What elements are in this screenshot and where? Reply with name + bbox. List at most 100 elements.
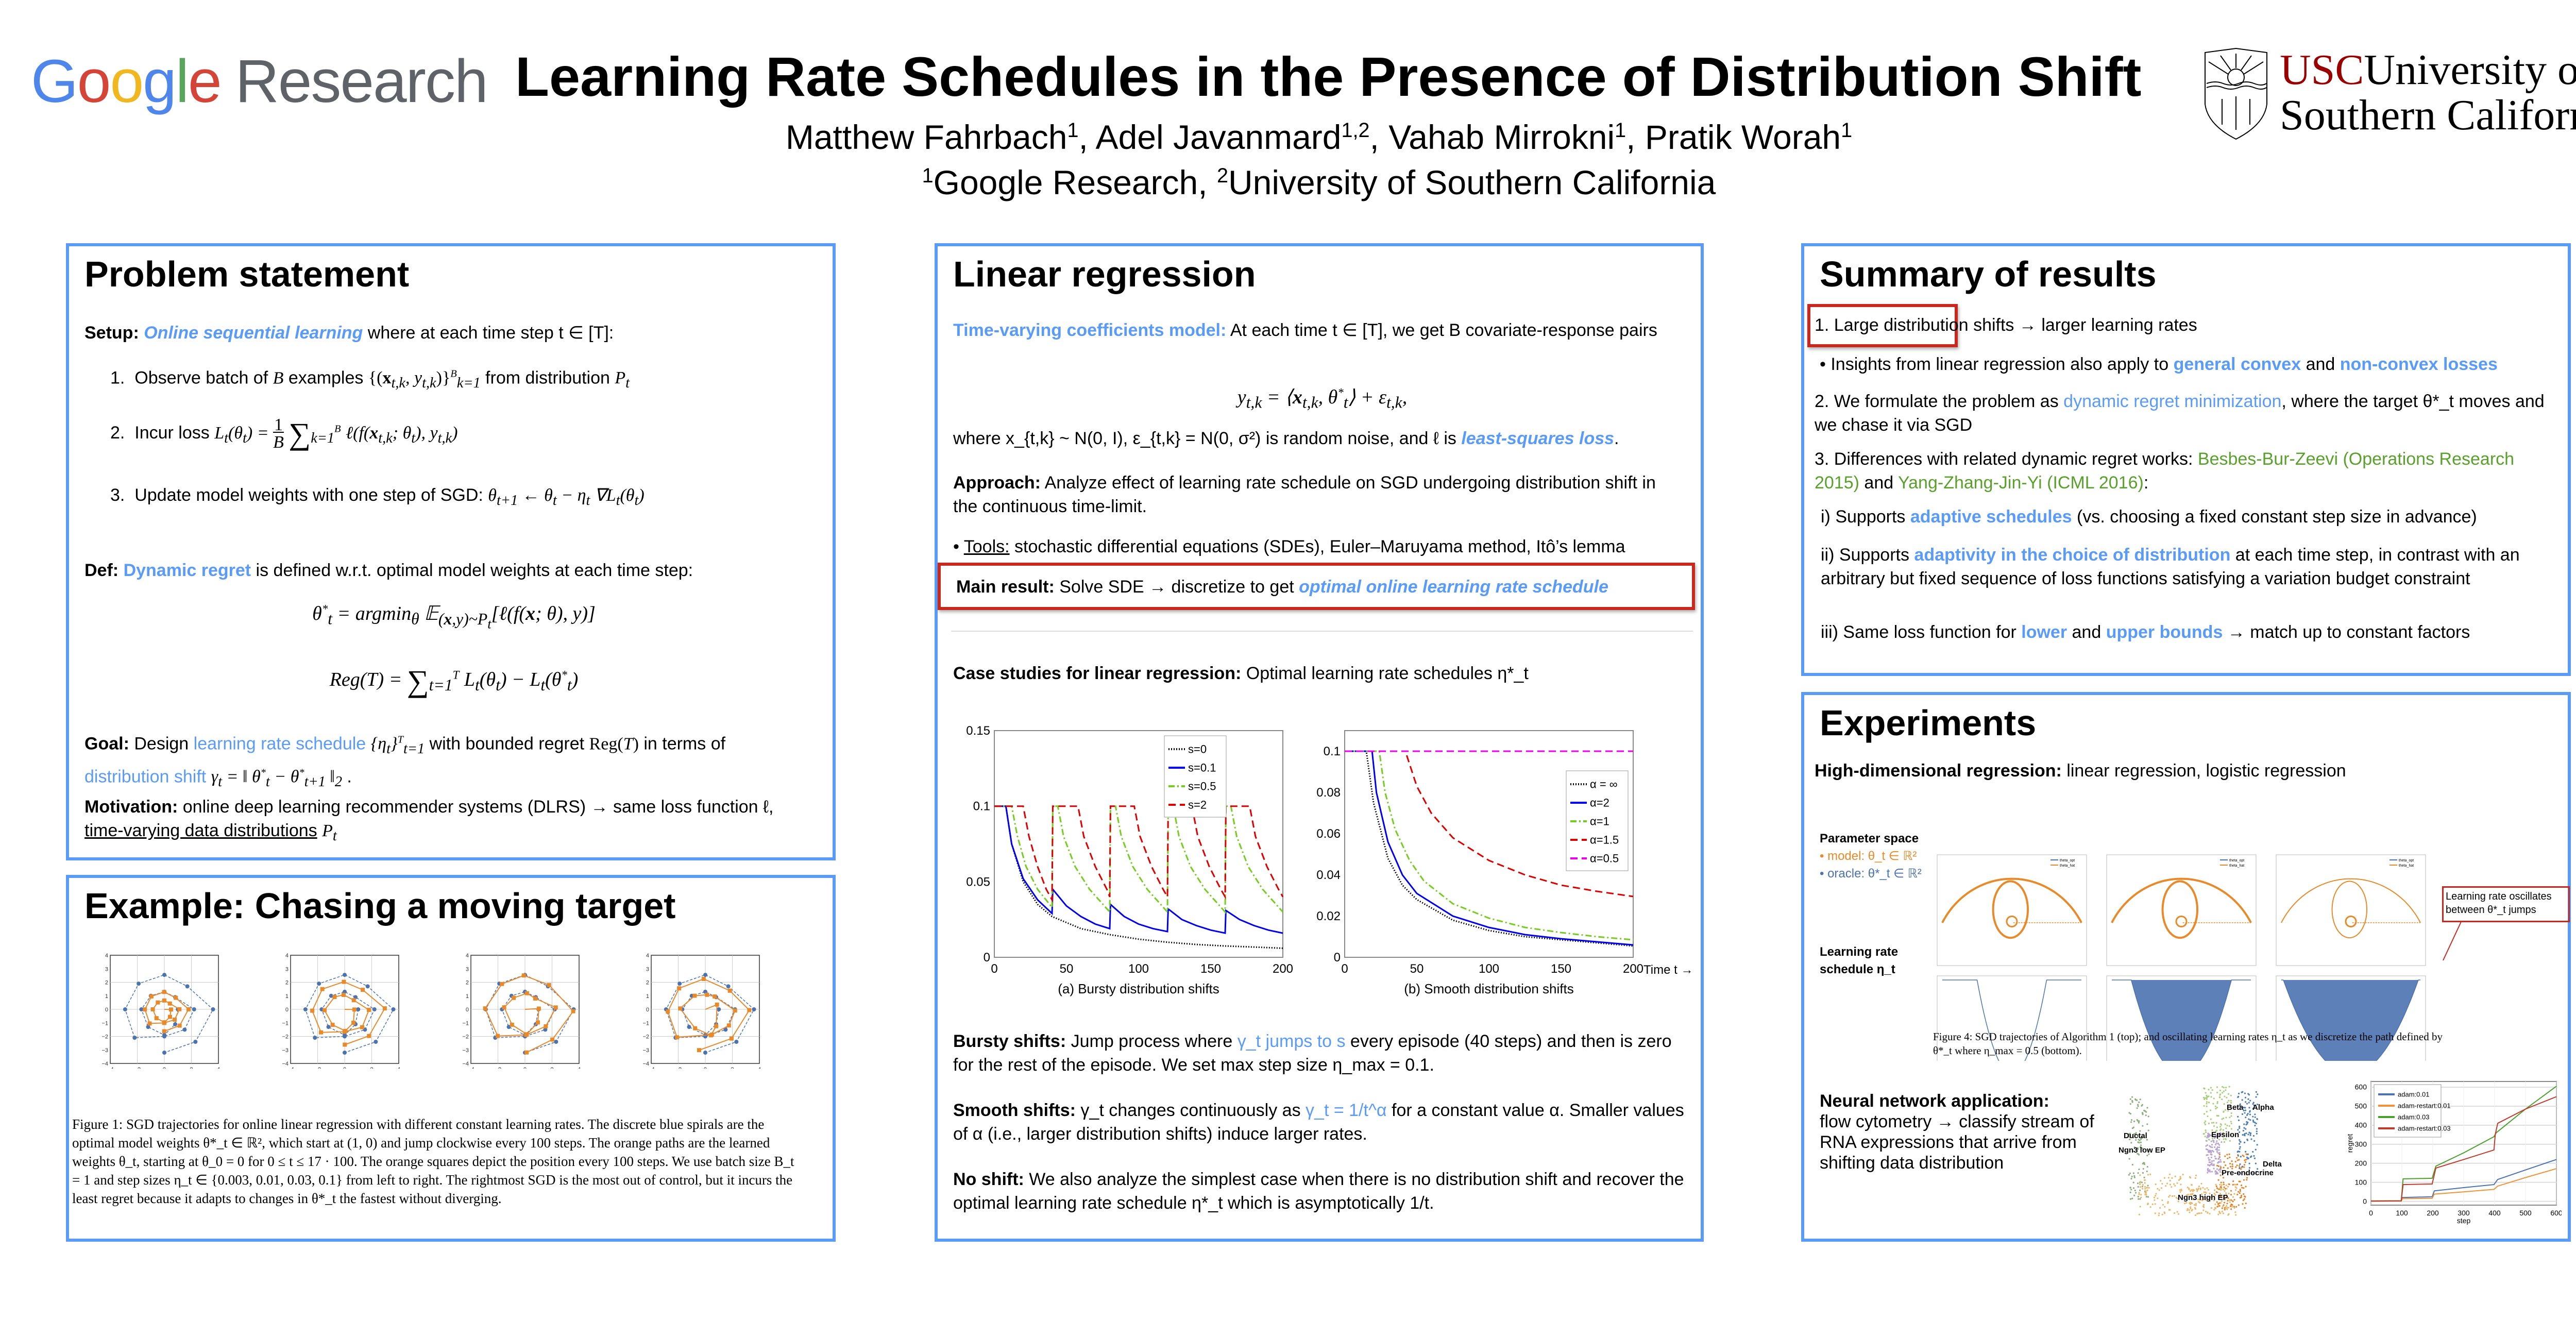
- learned-checkpoint: [727, 988, 732, 993]
- x-tick-label: 4: [397, 1066, 401, 1069]
- cell-point: [2222, 1177, 2225, 1179]
- cell-point: [2221, 1098, 2223, 1101]
- x-tick-label: 500: [2519, 1209, 2532, 1217]
- cell-point: [2139, 1098, 2141, 1101]
- x-tick-label: 150: [1551, 962, 1571, 976]
- cell-point: [2200, 1212, 2202, 1214]
- cell-point: [2255, 1162, 2257, 1164]
- cell-point: [2242, 1134, 2244, 1136]
- cell-point: [2214, 1157, 2216, 1160]
- learned-checkpoint: [726, 1023, 731, 1028]
- cell-point: [2206, 1144, 2209, 1146]
- cell-point: [2133, 1194, 2136, 1196]
- cell-point: [2176, 1211, 2178, 1213]
- cell-point: [2133, 1175, 2136, 1177]
- cell-point: [2245, 1203, 2247, 1205]
- panel-title: Problem statement: [84, 254, 410, 294]
- learned-path: [667, 978, 750, 1051]
- cell-point: [2213, 1193, 2215, 1195]
- series-line-α=1.5: [1405, 755, 1634, 898]
- cell-point: [2208, 1101, 2210, 1104]
- cell-point: [2171, 1177, 2173, 1179]
- cell-point: [2224, 1188, 2226, 1190]
- cell-point: [2198, 1212, 2201, 1214]
- series-line-α=1: [1345, 750, 1634, 941]
- learned-checkpoint: [733, 1008, 737, 1013]
- y-tick-label: 0.05: [966, 875, 990, 889]
- cell-point: [2142, 1183, 2144, 1186]
- cell-point: [2161, 1182, 2163, 1185]
- oracle-point: [162, 1034, 166, 1039]
- callout-box: Learning rate oscillates between θ*_t ju…: [2442, 886, 2570, 922]
- cell-point: [2239, 1196, 2241, 1199]
- cell-point: [2226, 1196, 2228, 1198]
- cell-point: [2227, 1110, 2229, 1112]
- oracle-point: [343, 1034, 347, 1039]
- cell-point: [2213, 1199, 2215, 1202]
- cell-point: [2243, 1123, 2245, 1125]
- legend-label: theta_opt: [2060, 859, 2075, 863]
- cell-point: [2243, 1179, 2245, 1181]
- learned-checkpoint: [697, 1048, 701, 1053]
- learned-checkpoint: [705, 992, 709, 997]
- cell-point: [2128, 1158, 2130, 1160]
- x-tick-label: 2: [550, 1066, 554, 1069]
- cell-point: [2223, 1186, 2225, 1188]
- cell-point: [2254, 1124, 2256, 1127]
- learned-checkpoint: [320, 987, 325, 991]
- cell-point: [2229, 1104, 2231, 1106]
- cell-point: [2169, 1173, 2171, 1175]
- cell-point: [2228, 1153, 2230, 1155]
- cell-point: [2224, 1123, 2226, 1125]
- cell-point: [2210, 1118, 2212, 1120]
- cell-point: [2202, 1204, 2205, 1206]
- linear-regression-panel: Linear regression Time-varying coefficie…: [935, 243, 1704, 1242]
- y-tick-label: 3: [285, 966, 289, 972]
- cell-point: [2144, 1188, 2146, 1190]
- cell-point: [2143, 1163, 2145, 1165]
- y-tick-label: 4: [105, 953, 108, 959]
- cell-point: [2245, 1117, 2247, 1119]
- y-tick-label: −1: [101, 1020, 108, 1026]
- cell-point: [2253, 1104, 2255, 1107]
- cell-point: [2205, 1120, 2207, 1122]
- cell-point: [2239, 1108, 2241, 1110]
- legend-label: s=2: [1188, 798, 1207, 811]
- noise-description: where x_{t,k} ~ N(0, I), ε_{t,k} = N(0, …: [953, 429, 1619, 448]
- panel-title: Experiments: [1820, 703, 2037, 743]
- cell-point: [2192, 1193, 2194, 1195]
- cell-point: [2221, 1086, 2224, 1088]
- cell-point: [2133, 1176, 2136, 1178]
- learning-rate-label: Learning rate schedule η_t: [1820, 945, 1899, 976]
- learned-checkpoint: [747, 1008, 752, 1012]
- learned-checkpoint: [174, 995, 178, 1000]
- y-tick-label: 400: [2355, 1121, 2367, 1129]
- cell-point: [2138, 1193, 2140, 1195]
- cell-point: [2136, 1099, 2138, 1101]
- cell-point: [2205, 1192, 2207, 1194]
- oracle-point: [703, 1051, 707, 1055]
- cell-point: [2252, 1119, 2255, 1121]
- learned-checkpoint: [536, 1006, 541, 1011]
- cell-point: [2178, 1179, 2180, 1181]
- cell-point: [2243, 1155, 2245, 1157]
- cell-point: [2211, 1149, 2213, 1152]
- cell-point: [2220, 1181, 2222, 1183]
- oracle-point: [123, 1007, 127, 1011]
- cell-point: [2218, 1156, 2221, 1158]
- cell-point: [2139, 1146, 2142, 1148]
- cell-point: [2210, 1153, 2212, 1155]
- cell-point: [2218, 1152, 2221, 1154]
- cell-point: [2235, 1157, 2238, 1159]
- x-tick-label: 100: [1479, 962, 1499, 976]
- trajectory-loop: [2161, 880, 2199, 939]
- cell-point: [2129, 1172, 2131, 1174]
- oracle-point: [752, 1007, 756, 1011]
- cell-point: [2229, 1205, 2232, 1207]
- y-tick-label: −4: [642, 1061, 649, 1067]
- cell-point: [2227, 1197, 2229, 1199]
- cell-point: [2129, 1187, 2131, 1189]
- cell-point: [2142, 1125, 2144, 1127]
- cell-point: [2149, 1173, 2151, 1175]
- cell-point: [2146, 1139, 2148, 1141]
